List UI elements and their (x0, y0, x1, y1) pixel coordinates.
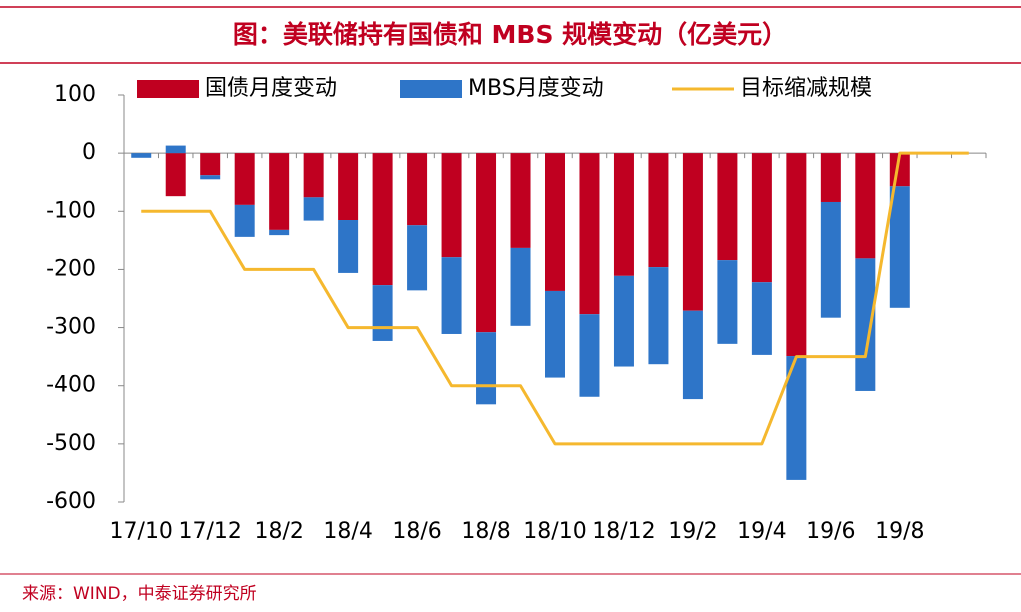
bar (441, 153, 462, 258)
legend-swatch (137, 80, 199, 98)
x-tick-label: 17/12 (178, 519, 241, 544)
legend-label: MBS月度变动 (468, 76, 604, 101)
bar (269, 229, 290, 236)
y-tick-label: 0 (82, 140, 96, 165)
bar (510, 247, 531, 326)
bar (682, 310, 703, 400)
x-tick-label: 18/6 (392, 519, 441, 544)
bar (200, 175, 221, 180)
bar (717, 260, 738, 344)
bar (648, 153, 669, 268)
legend-label: 国债月度变动 (205, 76, 337, 101)
bar (441, 257, 462, 334)
bar (407, 225, 428, 291)
bar (165, 153, 186, 197)
bar (165, 145, 186, 154)
bar (338, 153, 359, 221)
bar (476, 153, 497, 333)
bar (269, 153, 290, 230)
bar (131, 153, 152, 158)
bar (613, 153, 634, 276)
y-tick-label: -500 (46, 431, 96, 456)
bar (855, 153, 876, 259)
bar (303, 153, 324, 198)
bar (579, 314, 600, 397)
bar (372, 153, 393, 286)
chart-title: 图：美联储持有国债和 MBS 规模变动（亿美元） (233, 20, 787, 49)
x-tick-label: 18/10 (523, 519, 586, 544)
x-tick-label: 18/4 (323, 519, 372, 544)
bar (372, 285, 393, 341)
bar (648, 267, 669, 365)
bar (200, 153, 221, 176)
y-tick-label: -600 (46, 489, 96, 514)
bar (234, 204, 255, 237)
bar (855, 258, 876, 391)
bar (476, 332, 497, 405)
legend-label: 目标缩减规模 (740, 76, 872, 101)
bar (820, 201, 841, 318)
x-tick-label: 19/4 (737, 519, 786, 544)
bar (682, 153, 703, 311)
x-tick-label: 17/10 (110, 519, 173, 544)
line (141, 151, 969, 446)
x-tick-label: 18/12 (592, 519, 655, 544)
bar (407, 153, 428, 226)
x-tick-label: 19/6 (806, 519, 855, 544)
bar (786, 153, 807, 357)
bar (786, 356, 807, 480)
bar (303, 197, 324, 221)
bar (820, 153, 841, 202)
x-tick-label: 18/8 (461, 519, 510, 544)
bar (889, 186, 910, 308)
legend-swatch (400, 80, 462, 98)
y-tick-label: -300 (46, 315, 96, 340)
bar (545, 290, 565, 378)
y-tick-label: 100 (54, 82, 96, 107)
y-tick-label: -200 (46, 256, 96, 281)
x-tick-label: 18/2 (254, 519, 303, 544)
y-tick-label: -100 (46, 198, 96, 223)
bar (510, 153, 531, 248)
x-tick-label: 19/8 (875, 519, 924, 544)
bar (717, 153, 738, 261)
bar (751, 282, 772, 355)
y-tick-label: -400 (46, 373, 96, 398)
source: 来源：WIND，中泰证券研究所 (22, 584, 257, 604)
bar (545, 153, 565, 291)
bar (338, 220, 359, 273)
bar (234, 153, 255, 205)
bar (579, 153, 600, 315)
bar (751, 153, 772, 283)
x-tick-label: 19/2 (668, 519, 717, 544)
bar (613, 275, 634, 367)
